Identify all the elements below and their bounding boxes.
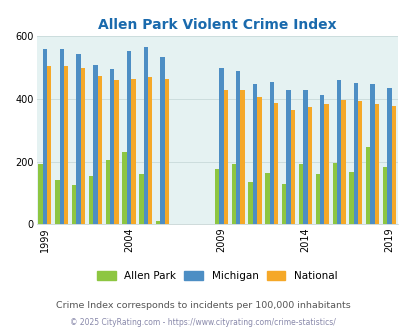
Bar	[126, 51, 131, 224]
Bar	[231, 164, 235, 224]
Bar	[156, 221, 160, 224]
Bar	[340, 100, 345, 224]
Bar	[164, 79, 169, 224]
Bar	[391, 106, 395, 224]
Bar	[336, 80, 340, 224]
Bar	[114, 80, 118, 224]
Bar	[353, 83, 357, 224]
Bar	[332, 163, 336, 224]
Bar	[110, 69, 114, 224]
Bar	[97, 77, 102, 224]
Bar	[143, 47, 147, 224]
Bar	[315, 174, 319, 224]
Bar	[214, 169, 219, 224]
Bar	[348, 172, 353, 224]
Bar	[273, 103, 278, 224]
Bar	[47, 66, 51, 224]
Bar	[370, 84, 374, 224]
Bar	[219, 68, 223, 224]
Bar	[81, 68, 85, 224]
Bar	[38, 164, 43, 224]
Bar	[303, 90, 307, 224]
Bar	[252, 84, 257, 224]
Text: © 2025 CityRating.com - https://www.cityrating.com/crime-statistics/: © 2025 CityRating.com - https://www.city…	[70, 318, 335, 327]
Bar	[147, 77, 152, 224]
Bar	[269, 82, 273, 224]
Title: Allen Park Violent Crime Index: Allen Park Violent Crime Index	[98, 18, 336, 32]
Bar	[105, 160, 110, 224]
Legend: Allen Park, Michigan, National: Allen Park, Michigan, National	[97, 271, 337, 281]
Bar	[93, 65, 97, 224]
Bar	[281, 184, 286, 224]
Bar	[257, 97, 261, 224]
Text: Crime Index corresponds to incidents per 100,000 inhabitants: Crime Index corresponds to incidents per…	[55, 301, 350, 310]
Bar	[43, 50, 47, 224]
Bar	[55, 180, 60, 224]
Bar	[72, 185, 76, 224]
Bar	[89, 177, 93, 224]
Bar	[290, 110, 294, 224]
Bar	[374, 104, 378, 224]
Bar	[240, 89, 244, 224]
Bar	[286, 90, 290, 224]
Bar	[131, 79, 135, 224]
Bar	[139, 174, 143, 224]
Bar	[324, 104, 328, 224]
Bar	[160, 57, 164, 224]
Bar	[76, 53, 81, 224]
Bar	[386, 88, 391, 224]
Bar	[264, 173, 269, 224]
Bar	[64, 66, 68, 224]
Bar	[122, 152, 126, 224]
Bar	[319, 95, 324, 224]
Bar	[248, 182, 252, 224]
Bar	[235, 71, 240, 224]
Bar	[382, 167, 386, 224]
Bar	[60, 50, 64, 224]
Bar	[357, 101, 362, 224]
Bar	[298, 164, 303, 224]
Bar	[223, 89, 227, 224]
Bar	[365, 147, 370, 224]
Bar	[307, 108, 311, 224]
